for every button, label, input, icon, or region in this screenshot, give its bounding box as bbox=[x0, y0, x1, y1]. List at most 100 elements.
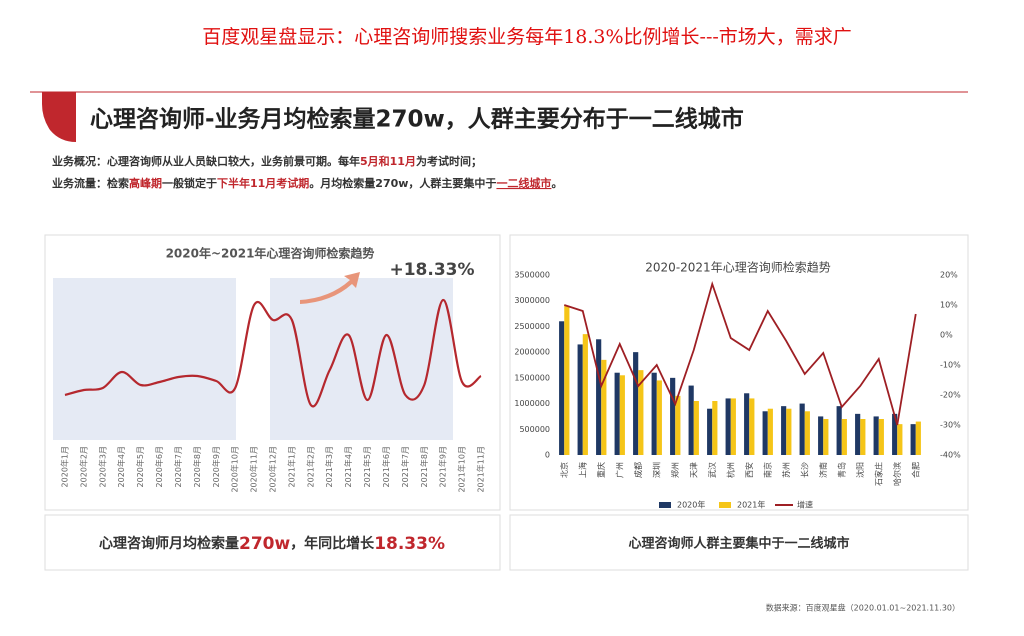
notice: 百度观星盘显示：心理咨询师搜索业务每年18.3%比例增长---市场大，需求广 bbox=[202, 26, 852, 48]
bar bbox=[730, 398, 736, 455]
traffic: 业务流量：检索高峰期一般锁定于下半年11月考试期。月均检索量270w，人群主要集… bbox=[52, 176, 562, 190]
bar bbox=[675, 395, 681, 455]
x-tick-label: 苏州 bbox=[781, 462, 791, 478]
y2-tick-label: 0% bbox=[940, 331, 953, 340]
text: 18.33% bbox=[374, 534, 445, 554]
bar bbox=[619, 375, 625, 455]
y-tick-label: 500000 bbox=[519, 425, 550, 434]
legend-swatch bbox=[659, 502, 671, 508]
y-tick-label: 1000000 bbox=[514, 399, 550, 408]
x-tick-label: 青岛 bbox=[836, 462, 846, 478]
x-tick-label: 2021年10月 bbox=[457, 446, 467, 493]
x-tick-label: 2020年12月 bbox=[268, 446, 278, 493]
x-tick-label: 哈尔滨 bbox=[892, 462, 902, 486]
y-tick-label: 0 bbox=[545, 451, 550, 460]
text: 270w bbox=[239, 534, 290, 554]
legend-swatch bbox=[719, 502, 731, 508]
x-tick-label: 重庆 bbox=[596, 462, 606, 478]
x-tick-label: 南京 bbox=[762, 462, 772, 478]
x-tick-label: 2021年9月 bbox=[438, 446, 448, 487]
bar bbox=[762, 411, 768, 455]
bar bbox=[693, 401, 699, 455]
arrow bbox=[300, 272, 360, 304]
bar bbox=[855, 413, 861, 455]
text: 业务概况：心理咨询师从业人员缺口较大，业务前景可期。每年 bbox=[52, 154, 360, 168]
x-tick-label: 石家庄 bbox=[873, 462, 883, 486]
x-tick-label: 西安 bbox=[744, 462, 754, 478]
x-tick-label: 天津 bbox=[688, 462, 698, 478]
y2-tick-label: -10% bbox=[940, 361, 961, 370]
x-tick-label: 上海 bbox=[577, 462, 587, 478]
right-box-text: 心理咨询师人群主要集中于一二线城市 bbox=[628, 536, 849, 552]
bar bbox=[799, 403, 805, 455]
chart-title: 2020年~2021年心理咨询师检索趋势 bbox=[166, 246, 375, 261]
bar bbox=[749, 398, 755, 455]
x-tick-label: 2021年3月 bbox=[324, 446, 334, 487]
bar bbox=[564, 305, 570, 455]
x-tick-label: 2021年2月 bbox=[305, 446, 315, 487]
shade bbox=[53, 278, 236, 440]
bar bbox=[818, 416, 824, 455]
legend-label: 2021年 bbox=[737, 500, 765, 510]
y-tick-label: 3000000 bbox=[514, 296, 550, 305]
bar bbox=[804, 411, 810, 455]
x-tick-label: 2020年3月 bbox=[97, 446, 107, 487]
bar bbox=[836, 406, 842, 455]
x-tick-label: 成都 bbox=[633, 462, 643, 478]
x-tick-label: 2020年2月 bbox=[78, 446, 88, 487]
bar bbox=[688, 385, 694, 455]
x-tick-label: 深圳 bbox=[651, 462, 661, 478]
bar bbox=[725, 398, 731, 455]
source: 数据来源：百度观星盘（2020.01.01~2021.11.30） bbox=[766, 603, 960, 613]
x-tick-label: 2021年7月 bbox=[400, 446, 410, 487]
y2-tick-label: -20% bbox=[940, 391, 961, 400]
header-accent bbox=[42, 92, 76, 142]
bar bbox=[707, 408, 713, 455]
y-tick-label: 2500000 bbox=[514, 322, 550, 331]
shade bbox=[270, 278, 453, 440]
bar bbox=[860, 419, 866, 455]
bar bbox=[873, 416, 879, 455]
bar bbox=[781, 406, 787, 455]
y-tick-label: 1500000 bbox=[514, 373, 550, 382]
left-box-text: 心理咨询师月均检索量270w，年同比增长18.33% bbox=[99, 534, 445, 554]
bar bbox=[651, 372, 657, 455]
legend-label: 2020年 bbox=[677, 500, 705, 510]
x-tick-label: 武汉 bbox=[707, 462, 717, 478]
bar bbox=[744, 393, 750, 455]
bar bbox=[910, 424, 916, 455]
x-tick-label: 2021年5月 bbox=[362, 446, 372, 487]
bar bbox=[767, 408, 773, 455]
x-tick-label: 杭州 bbox=[725, 462, 735, 478]
x-tick-label: 北京 bbox=[559, 462, 569, 478]
trend-line bbox=[64, 298, 482, 408]
text: 5月和11月 bbox=[360, 154, 416, 168]
annotation: +18.33% bbox=[389, 260, 474, 280]
x-tick-label: 广州 bbox=[614, 462, 624, 478]
bar bbox=[892, 413, 898, 455]
text: 业务流量：检索 bbox=[52, 176, 129, 190]
bar bbox=[841, 419, 847, 455]
bar bbox=[823, 419, 829, 455]
y2-tick-label: -40% bbox=[940, 451, 961, 460]
bar bbox=[915, 421, 921, 455]
bar bbox=[614, 372, 620, 455]
bar bbox=[786, 408, 792, 455]
bar bbox=[670, 377, 676, 455]
x-tick-label: 2020年10月 bbox=[230, 446, 240, 493]
bar bbox=[582, 334, 588, 455]
bar bbox=[633, 352, 639, 455]
x-tick-label: 2020年6月 bbox=[154, 446, 164, 487]
x-tick-label: 长沙 bbox=[799, 462, 809, 478]
x-tick-label: 郑州 bbox=[670, 462, 680, 478]
bar bbox=[878, 419, 884, 455]
chart-title: 2020-2021年心理咨询师检索趋势 bbox=[645, 260, 830, 275]
bar bbox=[559, 321, 565, 455]
right-box bbox=[509, 514, 969, 571]
y2-tick-label: 20% bbox=[940, 271, 958, 280]
text: 下半年11月考试期 bbox=[217, 176, 309, 190]
bar bbox=[638, 370, 644, 455]
x-tick-label: 2020年9月 bbox=[211, 446, 221, 487]
x-tick-label: 2021年1月 bbox=[286, 446, 296, 487]
